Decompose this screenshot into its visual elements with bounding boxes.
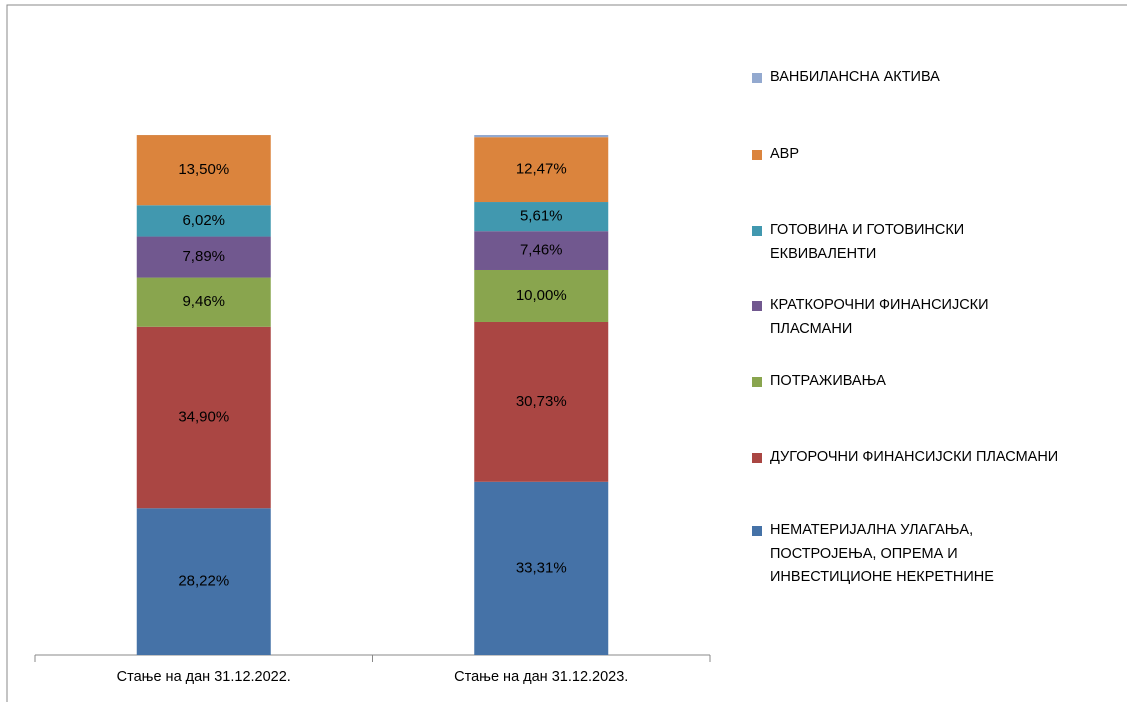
data-label: 13,50% bbox=[178, 161, 229, 178]
bar-segment bbox=[474, 137, 609, 203]
legend-swatch bbox=[752, 453, 762, 463]
bar-segment bbox=[474, 135, 609, 138]
legend-label: НЕМАТЕРИЈАЛНА УЛАГАЊА, ПОСТРОЈЕЊА, ОПРЕМ… bbox=[770, 522, 994, 585]
legend-label: КРАТКОРОЧНИ ФИНАНСИЈСКИ ПЛАСМАНИ bbox=[770, 297, 989, 337]
bar-segment bbox=[474, 481, 609, 655]
legend-swatch bbox=[752, 377, 762, 387]
data-label: 7,46% bbox=[520, 242, 563, 259]
frame bbox=[6, 4, 1127, 702]
bar-segment bbox=[136, 205, 271, 237]
bar-segment bbox=[136, 326, 271, 509]
legend-label: ПОТРАЖИВАЊА bbox=[770, 373, 886, 389]
legend-swatch bbox=[752, 526, 762, 536]
data-label: 28,22% bbox=[178, 573, 229, 590]
bar-segment bbox=[474, 321, 609, 482]
data-label: 33,31% bbox=[516, 559, 567, 576]
legend-swatch bbox=[752, 226, 762, 236]
legend-swatch bbox=[752, 150, 762, 160]
legend-label: ДУГОРОЧНИ ФИНАНСИЈСКИ ПЛАСМАНИ bbox=[770, 449, 1059, 465]
legend-label: ВАНБИЛАНСНА АКТИВА bbox=[770, 69, 940, 85]
bar-segment bbox=[136, 236, 271, 278]
bar-segment bbox=[474, 231, 609, 270]
data-label: 10,00% bbox=[516, 287, 567, 304]
legend-swatch bbox=[752, 301, 762, 311]
data-label: 12,47% bbox=[516, 161, 567, 178]
bar-segment bbox=[474, 269, 609, 322]
data-label: 6,02% bbox=[182, 212, 225, 229]
bar-segment bbox=[136, 508, 271, 655]
bar-segment bbox=[136, 277, 271, 327]
data-label: 34,90% bbox=[178, 408, 229, 425]
bar-segment bbox=[474, 202, 609, 232]
data-label: 30,73% bbox=[516, 393, 567, 410]
legend-label: АВР bbox=[770, 146, 800, 162]
data-label: 5,61% bbox=[520, 208, 563, 225]
data-label: 9,46% bbox=[182, 293, 225, 310]
bar-segment bbox=[136, 135, 271, 206]
x-tick-label: Стање на дан 31.12.2022. bbox=[117, 669, 291, 685]
x-tick-label: Стање на дан 31.12.2023. bbox=[454, 669, 628, 685]
data-label: 7,89% bbox=[182, 248, 225, 265]
legend-swatch bbox=[752, 73, 762, 83]
legend-label: ГОТОВИНА И ГОТОВИНСКИ ЕКВИВАЛЕНТИ bbox=[770, 222, 965, 262]
